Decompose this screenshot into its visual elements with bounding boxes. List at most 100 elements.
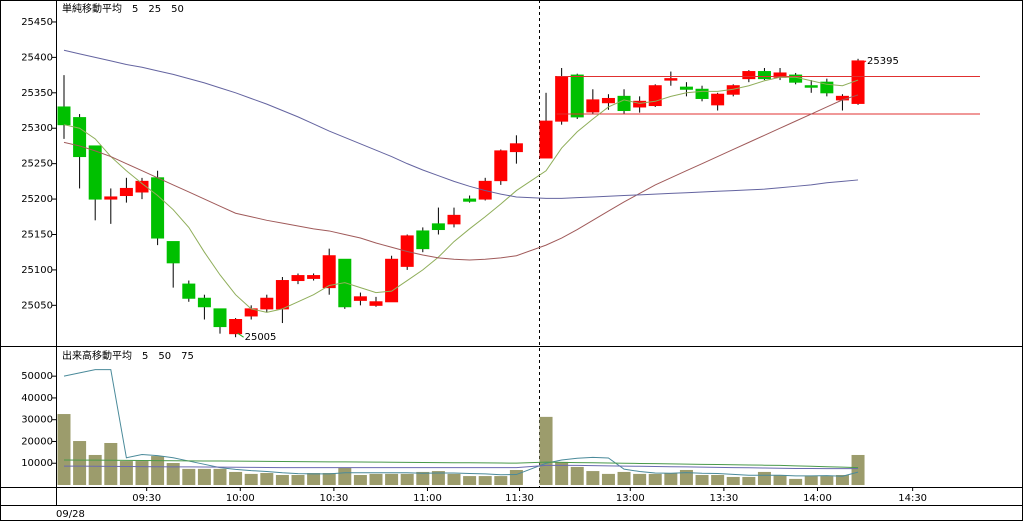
- candle-body: [369, 301, 383, 306]
- volume-bar: [539, 416, 553, 485]
- candle-body: [322, 255, 336, 289]
- volume-bar: [851, 454, 865, 485]
- legend-entry: 5: [132, 4, 138, 15]
- legend-entry: 5: [142, 351, 148, 362]
- candle-body: [385, 258, 399, 303]
- volume-bar: [260, 473, 274, 485]
- candle-body: [307, 275, 321, 279]
- candle-body: [664, 78, 678, 81]
- y-tick-label: 50000: [21, 371, 53, 382]
- x-tick-label: 11:30: [505, 493, 534, 504]
- volume-bar: [119, 461, 133, 485]
- y-tick-label: 20000: [21, 436, 53, 447]
- y-tick-label: 25400: [21, 52, 53, 63]
- volume-bar: [447, 473, 461, 485]
- candle-body: [229, 318, 243, 335]
- candle-body: [353, 296, 367, 301]
- x-tick-label: 09:30: [132, 493, 161, 504]
- candle-body: [851, 60, 865, 104]
- volume-bar: [369, 473, 383, 485]
- volume-bar: [601, 473, 615, 485]
- candle-body: [447, 214, 461, 225]
- candle-body: [73, 117, 87, 158]
- candle-body: [182, 283, 196, 299]
- volume-bar: [416, 471, 430, 485]
- volume-bar: [338, 468, 352, 485]
- volume-bar: [88, 454, 102, 485]
- volume-bar: [182, 468, 196, 485]
- candle-body: [742, 71, 756, 80]
- legend-title: 出来高移動平均: [62, 349, 132, 362]
- volume-bar: [494, 476, 508, 485]
- volume-bar: [73, 441, 87, 485]
- candle-body: [539, 120, 553, 159]
- legend-entry: 50: [171, 4, 184, 15]
- date-label: 09/28: [56, 509, 85, 520]
- candle-body: [119, 187, 133, 197]
- volume-bar: [570, 466, 584, 485]
- moving-average-line: [63, 459, 859, 469]
- y-tick-label: 40000: [21, 393, 53, 404]
- candle-body: [601, 97, 615, 104]
- volume-bar: [291, 474, 305, 485]
- candle-body: [213, 308, 227, 328]
- volume-bar: [135, 461, 149, 485]
- volume-bar: [213, 468, 227, 485]
- volume-bar: [229, 471, 243, 485]
- volume-bar: [695, 474, 709, 485]
- volume-bar: [385, 473, 399, 485]
- candle-body: [463, 198, 477, 202]
- y-tick-label: 25250: [21, 159, 53, 170]
- candle-body: [804, 85, 818, 88]
- x-tick-label: 11:00: [413, 493, 442, 504]
- volume-bar: [244, 473, 258, 485]
- moving-average-line: [63, 369, 859, 477]
- x-tick-label: 14:00: [803, 493, 832, 504]
- legend-entry: 25: [148, 4, 161, 15]
- candle-body: [679, 86, 693, 90]
- volume-bar: [307, 473, 321, 485]
- candle-body: [135, 180, 149, 193]
- volume-bar: [400, 473, 414, 485]
- x-tick-label: 10:30: [319, 493, 348, 504]
- moving-average-line: [63, 464, 859, 470]
- volume-bar: [166, 463, 180, 485]
- volume-bar: [431, 471, 445, 485]
- x-tick-label: 13:30: [709, 493, 738, 504]
- moving-average-line: [63, 76, 859, 313]
- legend-entry: 75: [181, 351, 194, 362]
- candle-body: [197, 297, 211, 308]
- candle-body: [431, 223, 445, 231]
- candle-body: [291, 275, 305, 282]
- candle-body: [104, 196, 118, 200]
- candle-body: [648, 85, 662, 107]
- candle-body: [494, 150, 508, 182]
- annotation: 25395: [867, 56, 899, 67]
- candle-body: [633, 100, 647, 108]
- y-tick-label: 25350: [21, 88, 53, 99]
- candle-body: [57, 106, 71, 126]
- volume-bar: [197, 468, 211, 485]
- candle-body: [820, 81, 834, 94]
- legend-entry: 50: [158, 351, 171, 362]
- volume-bar: [509, 469, 523, 485]
- candle-body: [88, 145, 102, 200]
- volume-bar: [633, 473, 647, 485]
- annotation: 25005: [245, 332, 277, 343]
- candle-body: [586, 99, 600, 113]
- moving-average-line: [63, 49, 859, 199]
- candle-body: [617, 95, 631, 112]
- volume-bar: [711, 474, 725, 485]
- volume-bar: [275, 474, 289, 485]
- candle-body: [695, 88, 709, 99]
- moving-average-line: [63, 94, 859, 261]
- candle-body: [509, 143, 523, 153]
- volume-bar: [757, 471, 771, 485]
- volume-bar: [648, 473, 662, 485]
- candle-body: [416, 230, 430, 250]
- volume-bar: [726, 476, 740, 485]
- y-tick-label: 25300: [21, 123, 53, 134]
- candle-body: [757, 71, 771, 80]
